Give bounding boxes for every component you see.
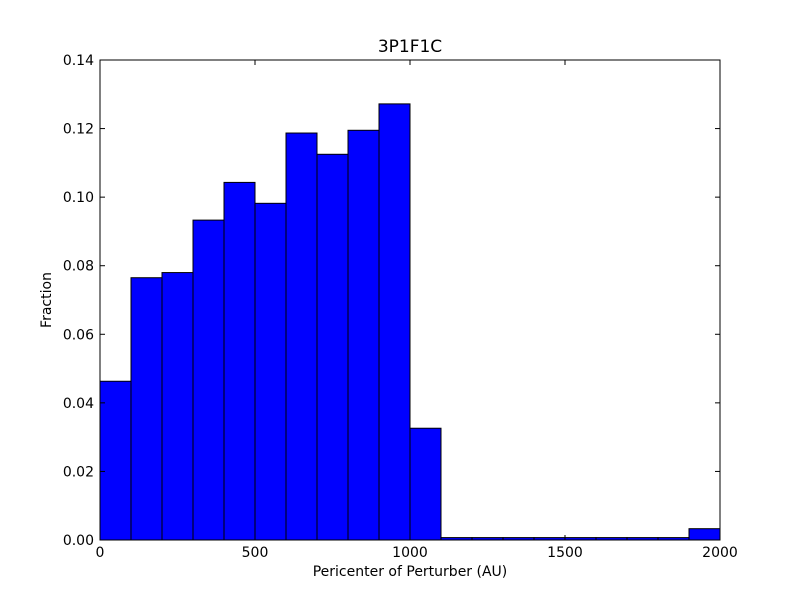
x-tick-label: 1000 [392,545,428,561]
histogram-bar [347,129,380,541]
x-tick-label: 1500 [547,545,583,561]
y-tick-label: 0.06 [63,327,94,343]
y-axis-label: Fraction [39,272,55,328]
histogram-bar [316,153,349,541]
x-tick-label: 500 [242,545,269,561]
histogram-bar [161,272,194,541]
histogram-bar [254,202,287,541]
y-tick-label: 0.14 [63,53,94,69]
y-tick-label: 0.08 [63,259,94,275]
y-tick-label: 0.04 [63,396,94,412]
histogram-bar [130,277,163,541]
bars-group [99,103,721,541]
histogram-bar [99,380,132,541]
y-tick-label: 0.00 [63,533,94,549]
y-tick-label: 0.10 [63,190,94,206]
y-axis-ticks: 0.00 0.02 0.04 0.06 0.08 0.10 0.12 0.14 [63,53,720,549]
x-axis-label: Pericenter of Perturber (AU) [313,564,508,580]
histogram-bar [285,132,318,541]
histogram-bar [223,181,256,541]
chart-title: 3P1F1C [378,37,442,57]
histogram-bar [192,219,225,541]
x-tick-label: 2000 [702,545,738,561]
histogram-bar [688,528,721,541]
x-axis-ticks: 0 500 1000 1500 2000 [96,60,738,561]
histogram-bar [409,427,442,541]
histogram-bar [378,103,411,541]
x-tick-label: 0 [96,545,105,561]
y-tick-label: 0.02 [63,464,94,480]
y-tick-label: 0.12 [63,122,94,138]
